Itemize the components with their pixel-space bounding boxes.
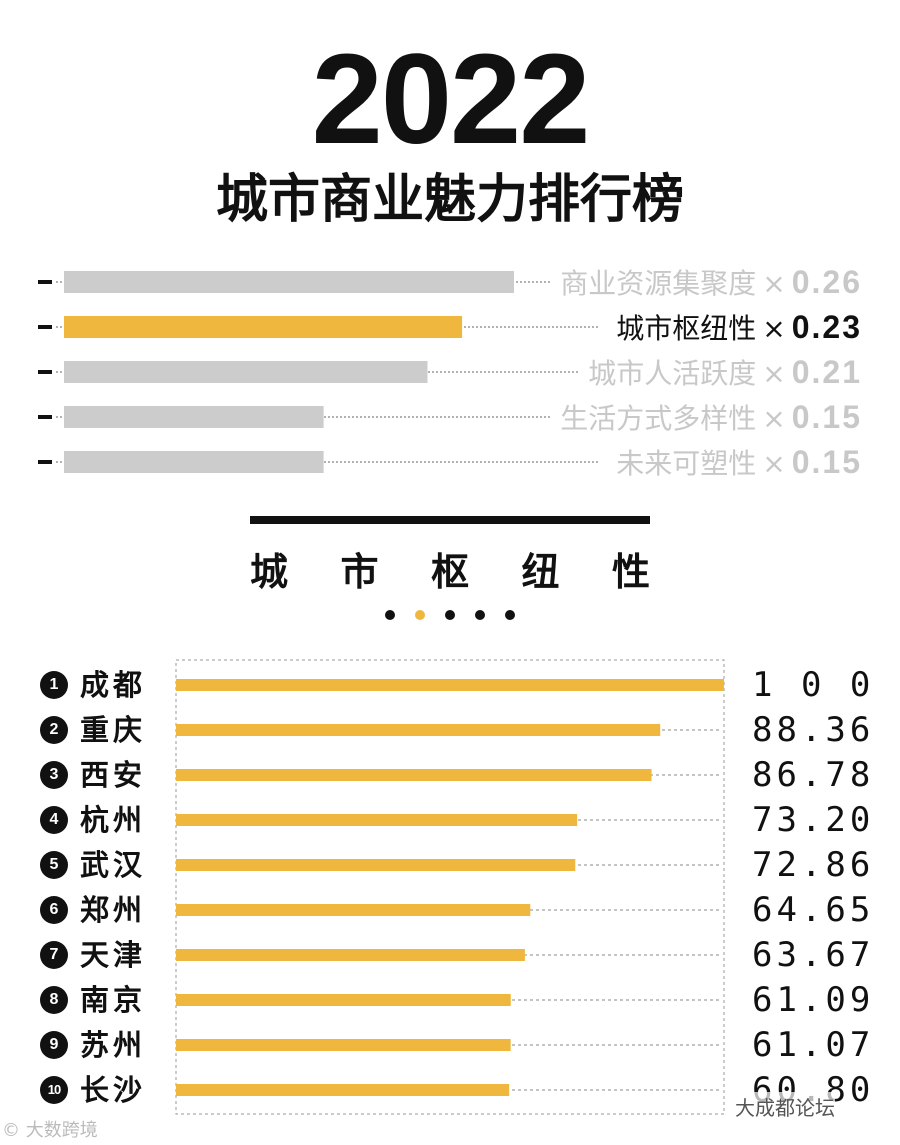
section-title-char: 市 <box>340 549 379 594</box>
city-name: 重庆 <box>80 713 147 747</box>
year-heading: 2022 <box>311 28 591 171</box>
city-bar <box>176 769 652 781</box>
weight-name: 生活方式多样性 <box>560 402 757 435</box>
city-score: 61.07 <box>752 1025 875 1065</box>
section-title-char: 枢 <box>430 549 469 594</box>
weight-factor: 0.23 <box>791 309 862 345</box>
weight-factor: 0.26 <box>791 264 862 300</box>
page-title: 城市商业魅力排行榜 <box>215 170 684 230</box>
weight-tick <box>38 370 52 374</box>
rank-badge: 4 <box>40 806 68 834</box>
city-bar <box>176 859 576 871</box>
city-name: 长沙 <box>80 1073 147 1107</box>
weight-factor: 0.21 <box>791 354 862 390</box>
city-score: 86.78 <box>752 755 875 795</box>
city-name: 西安 <box>80 758 147 792</box>
watermark-right: 大成都论坛 <box>735 1092 835 1121</box>
weight-label: 商业资源集聚度 × 0.26 <box>552 264 862 300</box>
watermark-left: © 大数跨境 <box>2 1120 98 1141</box>
city-name: 杭州 <box>80 803 147 837</box>
weight-tick <box>38 460 52 464</box>
city-name: 成都 <box>80 668 147 702</box>
rank-badge: 1 <box>40 671 68 699</box>
weight-tick <box>38 325 52 329</box>
weight-label: 城市枢纽性 × 0.23 <box>608 309 862 345</box>
city-score: 72.86 <box>752 845 875 885</box>
city-score: 64.65 <box>752 890 875 930</box>
rank-badge: 2 <box>40 716 68 744</box>
city-score: 73.20 <box>752 800 875 840</box>
weight-bar <box>64 271 514 293</box>
rank-badge: 10 <box>40 1076 68 1104</box>
city-bar <box>176 949 525 961</box>
city-bar <box>176 724 661 736</box>
city-name: 南京 <box>80 983 147 1017</box>
weight-label: 生活方式多样性 × 0.15 <box>552 399 862 435</box>
section-title: 城 市 枢 纽 性 <box>250 540 650 596</box>
weight-name: 城市人活跃度 <box>588 357 757 390</box>
section-dots <box>385 610 515 620</box>
section-dot <box>505 610 515 620</box>
chart-frame <box>175 659 725 1115</box>
weight-factor: 0.15 <box>791 444 862 480</box>
rank-badge: 3 <box>40 761 68 789</box>
city-score: 88.36 <box>752 710 875 750</box>
weight-name: 城市枢纽性 <box>616 312 757 345</box>
weight-bars <box>38 271 600 473</box>
weight-name: 未来可塑性 <box>616 447 757 480</box>
city-name: 武汉 <box>80 848 147 882</box>
section-dot <box>415 610 425 620</box>
section-rule <box>250 516 650 524</box>
city-bar <box>176 1039 511 1051</box>
section-dot <box>475 610 485 620</box>
weight-label: 城市人活跃度 × 0.21 <box>580 354 862 390</box>
city-score: 63.67 <box>752 935 875 975</box>
city-bar <box>176 904 531 916</box>
section-title-char: 性 <box>611 549 650 594</box>
rank-badge: 9 <box>40 1031 68 1059</box>
weight-times: × <box>762 312 786 345</box>
weight-label: 未来可塑性 × 0.15 <box>608 444 862 480</box>
section-title-char: 城 <box>250 549 289 594</box>
weight-factor: 0.15 <box>791 399 862 435</box>
weight-tick <box>38 280 52 284</box>
section-dot <box>445 610 455 620</box>
city-bars <box>176 679 724 1096</box>
weight-bar <box>64 406 324 428</box>
city-bar <box>176 679 724 691</box>
city-score: 1 0 0 <box>752 665 875 705</box>
city-name: 郑州 <box>80 893 147 927</box>
city-name: 苏州 <box>80 1028 147 1062</box>
weight-bar <box>64 451 324 473</box>
section-dot <box>385 610 395 620</box>
weight-name: 商业资源集聚度 <box>560 267 757 300</box>
rank-badge: 8 <box>40 986 68 1014</box>
rank-badge: 7 <box>40 941 68 969</box>
city-bar <box>176 814 578 826</box>
weight-bar <box>64 316 463 338</box>
weight-times: × <box>762 447 786 480</box>
city-bar <box>176 994 511 1006</box>
city-name: 天津 <box>80 938 147 972</box>
city-score: 61.09 <box>752 980 875 1020</box>
weight-bar <box>64 361 428 383</box>
section-title-char: 纽 <box>521 549 560 594</box>
weight-tick <box>38 415 52 419</box>
weight-times: × <box>762 402 786 435</box>
rank-badge: 6 <box>40 896 68 924</box>
city-bar <box>176 1084 510 1096</box>
rank-badge: 5 <box>40 851 68 879</box>
weight-times: × <box>762 267 786 300</box>
weight-times: × <box>762 357 786 390</box>
